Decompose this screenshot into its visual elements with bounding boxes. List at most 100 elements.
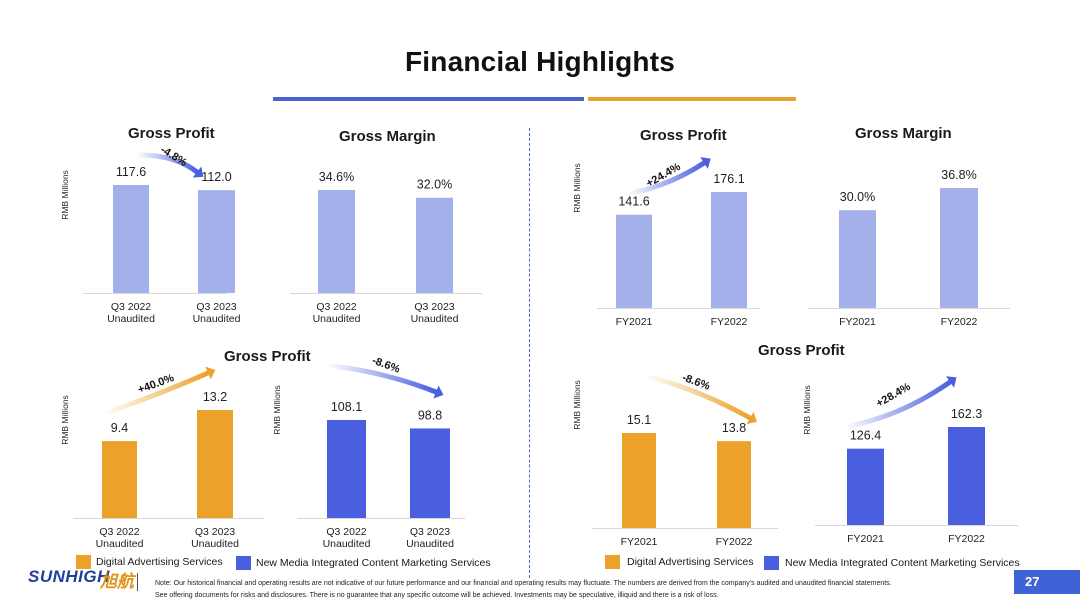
legend-swatch-new-media-fy <box>764 556 779 570</box>
trend-arrowhead <box>945 376 957 388</box>
data-label: 98.8 <box>418 408 442 422</box>
tick-label: Unaudited <box>193 313 241 325</box>
company-logo-cn: 旭航 <box>100 572 134 591</box>
company-logo: SUNHIGH <box>28 567 110 586</box>
bar <box>717 441 751 528</box>
footer-separator <box>137 573 138 591</box>
data-label: 126.4 <box>850 429 881 443</box>
footer-note-line-1: Note: Our historical financial and opera… <box>155 580 892 587</box>
trend-arrow <box>629 160 707 196</box>
tick-label: Unaudited <box>107 313 155 325</box>
tick-label: Unaudited <box>96 538 144 550</box>
page-number: 27 <box>1014 570 1080 594</box>
slide-title: Financial Highlights <box>404 46 675 77</box>
tick-label: FY2021 <box>616 316 653 328</box>
tick-label: Q3 2023 <box>410 526 450 538</box>
y-axis-label: RMB Millions <box>572 380 582 430</box>
heading-gross-margin-q3: Gross Margin <box>339 128 436 145</box>
data-label: 112.0 <box>201 170 231 184</box>
trend-arrowhead <box>205 366 216 380</box>
heading-gross-margin-fy: Gross Margin <box>855 125 952 142</box>
tick-label: Q3 2023 <box>195 526 235 538</box>
tick-label: FY2021 <box>621 536 658 548</box>
bar <box>616 214 652 308</box>
legend-label-digital-fy: Digital Advertising Services <box>627 556 754 568</box>
y-axis-label: RMB Millions <box>60 395 70 445</box>
chart-fy-gross-margin: 30.0% FY2021 36.8% FY2022 <box>808 168 1010 328</box>
data-label: 9.4 <box>111 421 128 435</box>
footer-note-line-2: See offering documents for risks and dis… <box>155 592 719 599</box>
bar <box>940 188 978 308</box>
data-label: 13.8 <box>722 421 746 435</box>
data-label: 108.1 <box>331 400 362 414</box>
tick-label: Q3 2023 <box>196 301 236 313</box>
bar <box>711 192 747 308</box>
change-label: -4.8% <box>158 144 189 170</box>
trend-arrowhead <box>746 411 757 425</box>
y-axis-label: RMB Millions <box>572 163 582 213</box>
trend-arrow <box>847 379 953 429</box>
legend-swatch-new-media-q3 <box>236 556 251 570</box>
trend-arrow <box>646 374 753 421</box>
bar <box>948 427 985 525</box>
tick-label: Unaudited <box>323 538 371 550</box>
title-underline-orange <box>588 97 796 101</box>
tick-label: Q3 2022 <box>99 526 139 538</box>
tick-label: Q3 2023 <box>414 301 454 313</box>
trend-arrowhead <box>192 166 204 178</box>
data-label: 162.3 <box>951 407 982 421</box>
trend-arrowhead <box>700 157 711 169</box>
tick-label: Q3 2022 <box>111 301 151 313</box>
tick-label: Unaudited <box>191 538 239 550</box>
bar <box>416 197 453 293</box>
tick-label: Q3 2022 <box>316 301 356 313</box>
tick-label: FY2022 <box>941 316 978 328</box>
data-label: 141.6 <box>618 195 649 209</box>
heading-gross-profit-fy: Gross Profit <box>640 127 727 144</box>
data-label: 15.1 <box>627 413 651 427</box>
tick-label: Unaudited <box>406 538 454 550</box>
tick-label: Q3 2022 <box>326 526 366 538</box>
bar <box>198 190 235 293</box>
tick-label: FY2022 <box>948 533 985 545</box>
legend-label-digital-q3: Digital Advertising Services <box>96 556 223 568</box>
bar <box>839 210 876 308</box>
bar <box>327 420 366 518</box>
bar <box>102 441 137 518</box>
tick-label: FY2021 <box>839 316 876 328</box>
y-axis-label: RMB Millions <box>802 385 812 435</box>
bar <box>113 185 149 293</box>
bar <box>410 428 450 518</box>
section-divider <box>529 128 530 578</box>
bar <box>622 433 656 528</box>
legend-label-new-media-fy: New Media Integrated Content Marketing S… <box>785 557 1020 569</box>
tick-label: FY2022 <box>711 316 748 328</box>
y-axis-label: RMB Millions <box>272 385 282 435</box>
data-label: 32.0% <box>417 178 452 192</box>
bar <box>847 448 884 525</box>
data-label: 34.6% <box>319 170 354 184</box>
heading-gross-profit-segment-q3: Gross Profit <box>224 348 311 365</box>
heading-gross-profit-segment-fy: Gross Profit <box>758 342 845 359</box>
trend-arrowhead <box>433 385 444 399</box>
bar <box>197 410 233 518</box>
tick-label: FY2022 <box>716 536 753 548</box>
trend-arrow <box>329 363 439 395</box>
data-label: 176.1 <box>713 172 744 186</box>
legend-swatch-digital-fy <box>605 555 620 569</box>
title-underline-blue <box>273 97 584 101</box>
tick-label: FY2021 <box>847 533 884 545</box>
legend-label-new-media-q3: New Media Integrated Content Marketing S… <box>256 557 491 569</box>
y-axis-label: RMB Millions <box>60 170 70 220</box>
tick-label: Unaudited <box>313 313 361 325</box>
data-label: 36.8% <box>941 168 976 182</box>
trend-arrow <box>137 152 200 175</box>
bar <box>318 190 355 293</box>
heading-gross-profit-q3: Gross Profit <box>128 125 215 142</box>
